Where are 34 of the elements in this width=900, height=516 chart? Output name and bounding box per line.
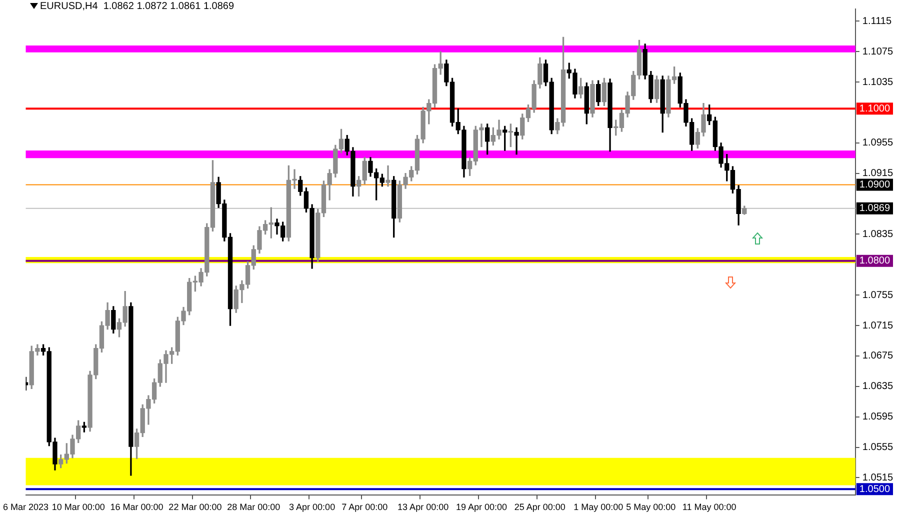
y-tick-label: 1.0515 <box>862 472 894 484</box>
y-tick-label: 1.0915 <box>862 168 894 180</box>
y-tick-label: 1.0755 <box>862 290 894 301</box>
x-tick-label: 5 May 00:00 <box>626 502 676 512</box>
ref-line-label: 1.0869 <box>859 203 890 214</box>
y-tick-label: 1.0715 <box>862 320 894 332</box>
ref-line-label: 1.1000 <box>859 103 890 114</box>
candlestick <box>386 165 390 187</box>
x-tick-label: 13 Apr 00:00 <box>398 502 449 512</box>
y-tick-label: 1.0555 <box>862 442 894 454</box>
x-tick-label: 1 May 00:00 <box>574 502 624 512</box>
ref-line-label: 1.0900 <box>859 180 890 191</box>
y-tick-label: 1.0955 <box>862 138 894 149</box>
x-tick-label: 7 Apr 00:00 <box>342 502 388 512</box>
x-tick-label: 10 Mar 00:00 <box>52 502 105 512</box>
x-tick-label: 25 Apr 00:00 <box>514 502 566 512</box>
x-tick-label: 19 Apr 00:00 <box>456 502 508 512</box>
ref-line-label: 1.0500 <box>859 484 890 495</box>
x-tick-label: 6 Mar 2023 <box>3 502 49 512</box>
x-tick-label: 16 Mar 00:00 <box>110 502 164 512</box>
y-tick-label: 1.1035 <box>862 76 894 88</box>
y-tick-label: 1.0675 <box>862 350 894 362</box>
x-tick-label: 28 Mar 00:00 <box>227 502 280 512</box>
chart-title: EURUSD,H4 1.0862 1.0872 1.0861 1.0869 <box>40 1 234 12</box>
y-tick-label: 1.0595 <box>862 412 894 423</box>
y-tick-label: 1.0835 <box>862 228 894 240</box>
x-tick-label: 11 May 00:00 <box>682 502 736 512</box>
y-tick-label: 1.1115 <box>862 16 892 27</box>
ref-line-label: 1.0800 <box>859 256 890 267</box>
candlestick <box>514 127 519 155</box>
y-tick-label: 1.0635 <box>862 381 894 392</box>
x-tick-label: 3 Apr 00:00 <box>289 502 336 512</box>
x-tick-label: 22 Mar 00:00 <box>168 502 222 512</box>
y-tick-label: 1.1075 <box>862 46 894 58</box>
